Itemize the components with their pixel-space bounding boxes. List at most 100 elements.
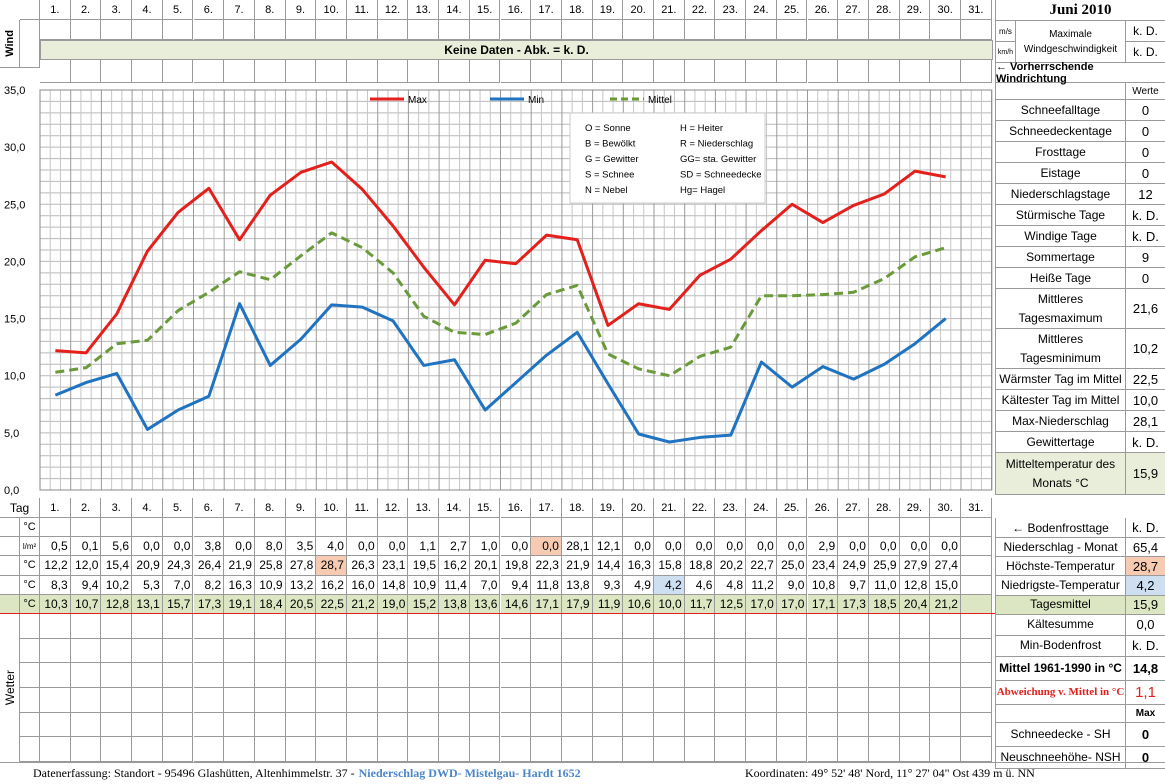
werte-spacer	[995, 83, 1125, 100]
werte-label: Werte	[1125, 83, 1165, 100]
table-cell: 17,0	[776, 594, 808, 614]
stat-value: 0	[1125, 121, 1165, 142]
table-cell	[162, 518, 194, 538]
day-header: 2.	[70, 498, 102, 518]
table-cell: 27,8	[285, 556, 317, 576]
stat-value: 10,2	[1125, 329, 1165, 369]
table-cell	[469, 518, 501, 538]
table-cell: 18,4	[254, 594, 286, 614]
table-cell: 0,0	[132, 537, 163, 557]
row-side	[0, 556, 20, 576]
weather-cell	[40, 663, 71, 688]
table-cell: 17,9	[561, 594, 593, 614]
day-header: 7.	[224, 0, 255, 20]
day-header: 11.	[347, 0, 378, 20]
weather-cell	[469, 663, 501, 688]
weather-cell	[868, 638, 900, 664]
table-cell: 23,1	[377, 556, 409, 576]
table-cell: 8,0	[254, 537, 286, 557]
table-cell: 0,0	[347, 537, 378, 557]
day-header: 24.	[746, 0, 777, 20]
weather-cell	[868, 712, 900, 738]
weather-cell	[838, 712, 869, 738]
table-cell: 2,9	[807, 537, 839, 557]
weather-cell	[561, 737, 593, 762]
wind-cell	[838, 60, 869, 83]
weather-cell	[254, 663, 286, 688]
weather-cell	[838, 737, 869, 762]
weather-cell	[623, 712, 654, 738]
stat-label: Frosttage	[995, 142, 1125, 163]
day-header: 31.	[961, 498, 992, 518]
table-cell: 9,4	[500, 575, 532, 595]
weather-cell	[838, 638, 869, 664]
day-header: 18.	[561, 498, 593, 518]
symbol-legend-item: SD = Schneedecke	[680, 170, 762, 181]
weather-cell	[930, 688, 961, 713]
weather-cell	[40, 614, 71, 639]
wind-cell	[531, 60, 562, 83]
table-cell: 10,6	[623, 594, 654, 614]
table-cell: 10,7	[70, 594, 102, 614]
table-cell	[776, 518, 808, 538]
stat-value: 0	[1125, 100, 1165, 121]
y-tick-label: 5,0	[4, 428, 19, 440]
wind-cell	[776, 60, 808, 83]
unit-label: °C	[20, 518, 40, 538]
weather-cell	[162, 614, 194, 639]
weather-cell	[961, 614, 992, 639]
table-cell: 28,7	[316, 556, 347, 576]
lower-stat-label: Tagesmittel	[995, 595, 1125, 615]
weather-unit-cell	[20, 712, 40, 738]
weather-cell	[377, 712, 409, 738]
table-cell: 13,8	[561, 575, 593, 595]
table-cell: 17,1	[531, 594, 562, 614]
wind-cell	[776, 20, 808, 40]
day-header: 14.	[439, 0, 470, 20]
y-tick-label: 25,0	[4, 199, 25, 211]
table-cell: 20,1	[469, 556, 501, 576]
weather-cell	[807, 663, 839, 688]
weather-cell	[224, 614, 255, 639]
table-cell: 22,3	[531, 556, 562, 576]
table-cell: 0,0	[746, 537, 777, 557]
day-header: 13.	[408, 498, 440, 518]
table-cell: 7,0	[162, 575, 194, 595]
weather-cell	[469, 712, 501, 738]
weather-cell	[132, 638, 163, 664]
weather-cell	[439, 614, 470, 639]
day-header: 5.	[162, 498, 194, 518]
wind-cell	[439, 20, 470, 40]
weather-cell	[377, 688, 409, 713]
table-cell: 13,2	[285, 575, 317, 595]
weather-cell	[746, 614, 777, 639]
stat-label: Stürmische Tage	[995, 205, 1125, 226]
table-cell: 17,3	[838, 594, 869, 614]
table-cell	[592, 518, 624, 538]
table-cell	[531, 518, 562, 538]
weather-cell	[746, 712, 777, 738]
weather-cell	[316, 737, 347, 762]
lower-stat-value: 0,0	[1125, 614, 1165, 636]
table-cell: 9,4	[70, 575, 102, 595]
weather-cell	[715, 614, 747, 639]
weather-cell	[254, 638, 286, 664]
stat-label: Sommertage	[995, 247, 1125, 268]
stat-label: Wärmster Tag im Mittel	[995, 369, 1125, 390]
table-cell: 16,3	[623, 556, 654, 576]
table-cell	[961, 537, 992, 557]
day-header: 30.	[930, 0, 961, 20]
weather-cell	[101, 712, 133, 738]
weather-cell	[500, 688, 532, 713]
day-header: 26.	[807, 498, 839, 518]
y-tick-label: 20,0	[4, 256, 25, 268]
table-cell: 12,8	[101, 594, 133, 614]
day-header: 3.	[101, 498, 133, 518]
wind-cell	[592, 20, 624, 40]
footer-link[interactable]: Niederschlag DWD- Mistelgau- Hardt 1652	[358, 766, 581, 780]
weather-cell	[776, 688, 808, 713]
weather-cell	[347, 737, 378, 762]
stat-value: 0	[1125, 142, 1165, 163]
day-header: 10.	[316, 498, 347, 518]
legend-label-min: Min	[528, 95, 544, 106]
